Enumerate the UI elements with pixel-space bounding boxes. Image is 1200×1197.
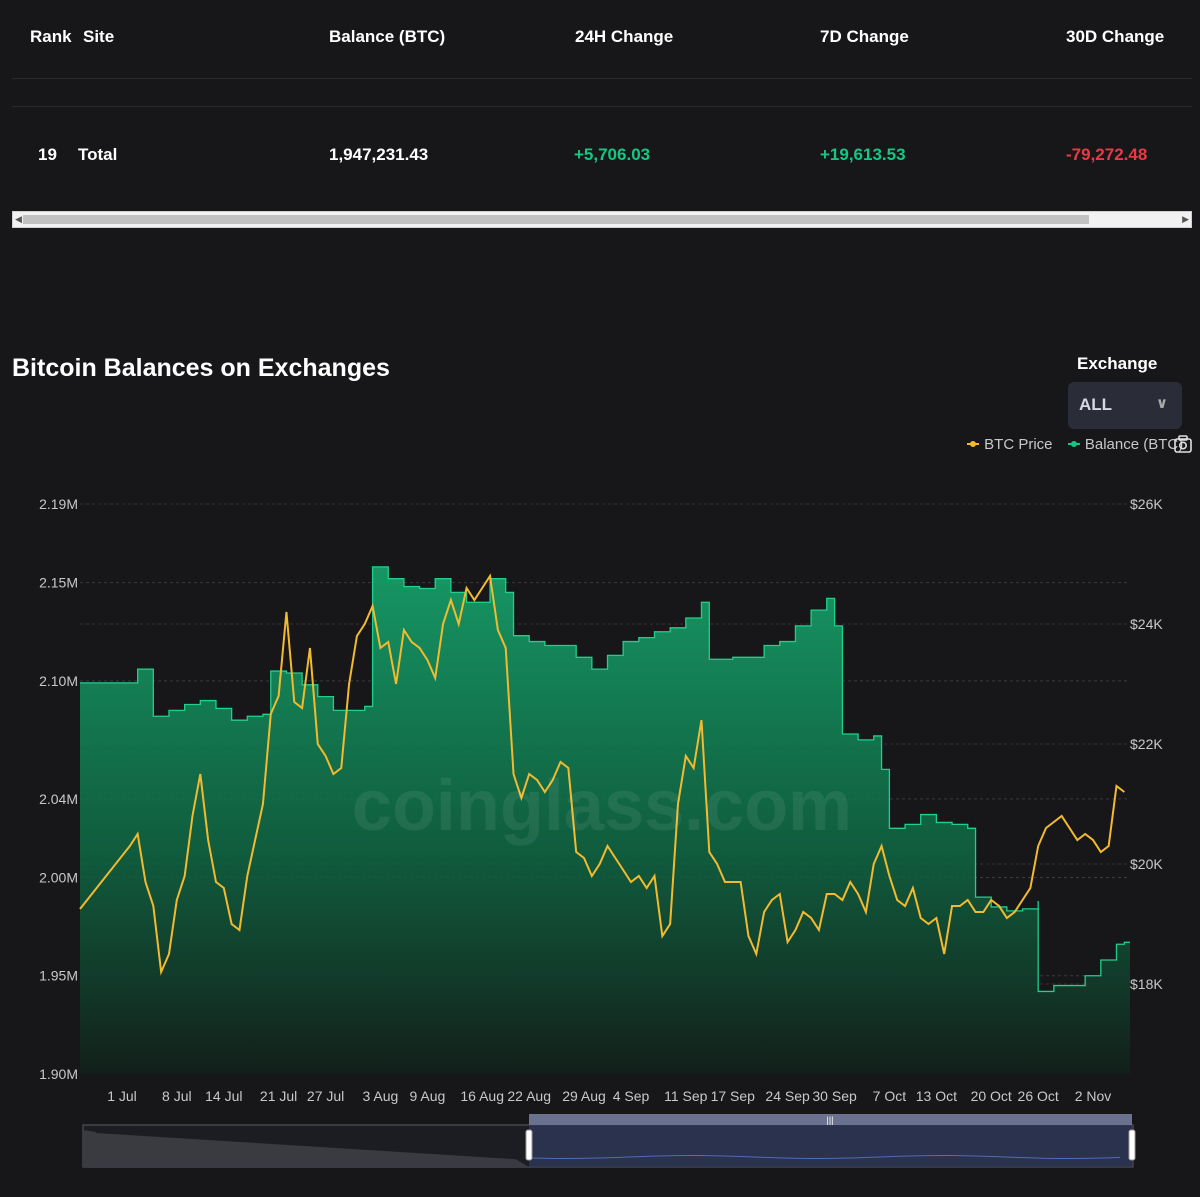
exchange-selected-value: ALL [1079,395,1113,414]
right-tick-label: $26K [1130,496,1163,512]
navigator-scroll-handle[interactable] [529,1114,1132,1125]
x-tick-label: 30 Sep [812,1088,857,1104]
x-tick-label: 4 Sep [613,1088,650,1104]
left-tick-label: 1.90M [39,1066,78,1082]
table-horizontal-scrollbar[interactable]: ◀ ▶ [12,211,1192,228]
right-tick-label: $24K [1130,616,1163,632]
right-tick-label: $20K [1130,856,1163,872]
total-24h-change: +5,706.03 [574,145,651,164]
x-tick-label: 8 Jul [162,1088,192,1104]
x-tick-label: 26 Oct [1018,1088,1059,1104]
legend-balance-marker-icon [1067,441,1080,447]
chart-title: Bitcoin Balances on Exchanges [12,354,390,382]
right-axis-ticks: $26K $24K $22K $20K $18K [1130,496,1163,992]
x-axis-ticks: 1 Jul 8 Jul 14 Jul 21 Jul 27 Jul 3 Aug 9 Aug 16… [107,1088,1111,1104]
header-30d-change[interactable]: 30D Change [1066,27,1165,46]
table-divider [12,79,1192,107]
balance-price-chart: 2.19M 2.15M 2.10M 2.04M 2.00M 1.95M 1.90M $26K… [39,496,1163,1168]
x-tick-label: 20 Oct [971,1088,1012,1104]
x-tick-label: 13 Oct [916,1088,957,1104]
left-tick-label: 2.19M [39,496,78,512]
x-tick-label: 22 Aug [507,1088,551,1104]
left-tick-label: 2.00M [39,869,78,885]
header-site[interactable]: Site [83,27,115,46]
exchange-balance-table: Rank Site Balance (BTC) 24H Change 7D Ch… [12,0,1192,213]
navigator-unselected-series [83,1130,529,1167]
x-tick-label: 3 Aug [362,1088,398,1104]
total-site: Total [78,145,118,164]
coinglass-watermark: coinglass.com [352,766,852,846]
x-tick-label: 29 Aug [562,1088,606,1104]
table-header-row: Rank Site Balance (BTC) 24H Change 7D Ch… [12,0,1192,79]
scrollbar-thumb[interactable] [23,215,1089,224]
left-tick-label: 2.15M [39,575,78,591]
legend-item-balance[interactable]: Balance (BTC) [1067,436,1184,453]
right-tick-label: $18K [1130,976,1163,992]
balance-area [80,566,1130,1074]
x-tick-label: 14 Jul [205,1088,242,1104]
btc-price-line [79,573,1125,976]
navigator-selection[interactable] [529,1125,1132,1167]
chart-legend: BTC Price Balance (BTC) [966,436,1183,453]
navigator-left-handle[interactable] [525,1129,533,1161]
right-tick-label: $22K [1130,736,1163,752]
x-tick-label: 2 Nov [1075,1088,1112,1104]
x-tick-label: 21 Jul [260,1088,297,1104]
scroll-left-arrow-icon[interactable]: ◀ [15,214,22,224]
x-tick-label: 7 Oct [873,1088,907,1104]
screenshot-camera-icon[interactable] [1173,434,1193,454]
navigator-selected-series [531,1155,1121,1159]
left-axis-ticks: 2.19M 2.15M 2.10M 2.04M 2.00M 1.95M 1.90M [39,496,78,1082]
legend-item-btc-price[interactable]: BTC Price [966,436,1053,453]
chevron-down-icon: ∨ [1155,395,1168,412]
legend-price-marker-icon [967,441,979,447]
scroll-right-arrow-icon[interactable]: ▶ [1182,214,1189,224]
total-7d-change: +19,613.53 [820,145,906,164]
navigator-grip-icon: ||| [826,1115,833,1125]
header-rank[interactable]: Rank [30,27,72,46]
header-24h-change[interactable]: 24H Change [575,27,674,46]
legend-balance-label: Balance (BTC) [1084,436,1184,453]
x-tick-label: 17 Sep [711,1088,756,1104]
navigator-right-handle[interactable] [1128,1129,1136,1161]
left-tick-label: 2.04M [39,791,78,807]
exchange-select[interactable]: ALL ∨ [1068,382,1182,429]
x-tick-label: 11 Sep [664,1088,708,1104]
table-row: 19 Total 1,947,231.43 +5,706.03 +19,613.… [12,107,1192,213]
header-balance[interactable]: Balance (BTC) [329,27,446,46]
left-tick-label: 2.10M [39,673,78,689]
x-tick-label: 16 Aug [460,1088,504,1104]
range-navigator[interactable]: ||| [82,1114,1136,1168]
total-balance: 1,947,231.43 [329,145,429,164]
x-tick-label: 27 Jul [307,1088,344,1104]
legend-btc-price-label: BTC Price [984,436,1053,453]
total-rank: 19 [38,145,57,164]
x-tick-label: 24 Sep [765,1088,810,1104]
header-7d-change[interactable]: 7D Change [820,27,909,46]
x-tick-label: 9 Aug [409,1088,445,1104]
x-tick-label: 1 Jul [107,1088,137,1104]
exchange-filter-label: Exchange [1077,354,1158,373]
total-30d-change: -79,272.48 [1066,145,1148,164]
left-tick-label: 1.95M [39,968,78,984]
